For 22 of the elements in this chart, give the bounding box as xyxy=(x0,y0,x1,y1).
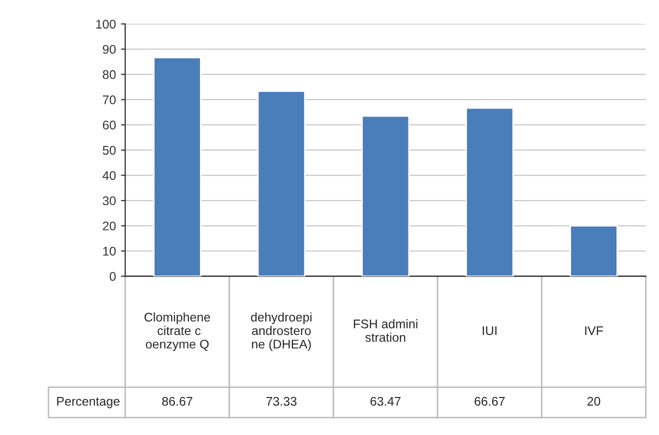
x-tick-label: dehydroepiandrosterone (DHEA) xyxy=(250,312,312,352)
y-tick-label: 70 xyxy=(102,95,116,104)
data-label: 66.67 xyxy=(474,396,505,406)
text: Percentage xyxy=(57,397,120,408)
y-tick-label: 80 xyxy=(102,70,116,80)
y-tick-label: 40 xyxy=(102,171,116,180)
y-tick-label: 0 xyxy=(110,272,116,281)
x-tick-label: IUI xyxy=(482,326,496,336)
x-tick-label: FSH administration xyxy=(354,319,418,342)
y-tick-label: 30 xyxy=(102,196,116,206)
y-tick-label: 20 xyxy=(102,222,116,230)
x-tick-label: IVF xyxy=(585,326,603,335)
y-tick-label: 100 xyxy=(96,20,116,29)
x-tick-label: Clomiphene citrate coenzyme Q xyxy=(144,312,210,352)
y-tick-label: 50 xyxy=(102,146,116,155)
data-label: 20 xyxy=(587,396,600,406)
data-label: 73.33 xyxy=(266,396,296,406)
y-tick-label: 90 xyxy=(102,44,116,54)
data-label: 86.67 xyxy=(162,396,192,406)
y-tick-label: 10 xyxy=(103,246,116,256)
data-label: 63.47 xyxy=(370,396,401,406)
y-tick-label: 60 xyxy=(102,120,116,130)
